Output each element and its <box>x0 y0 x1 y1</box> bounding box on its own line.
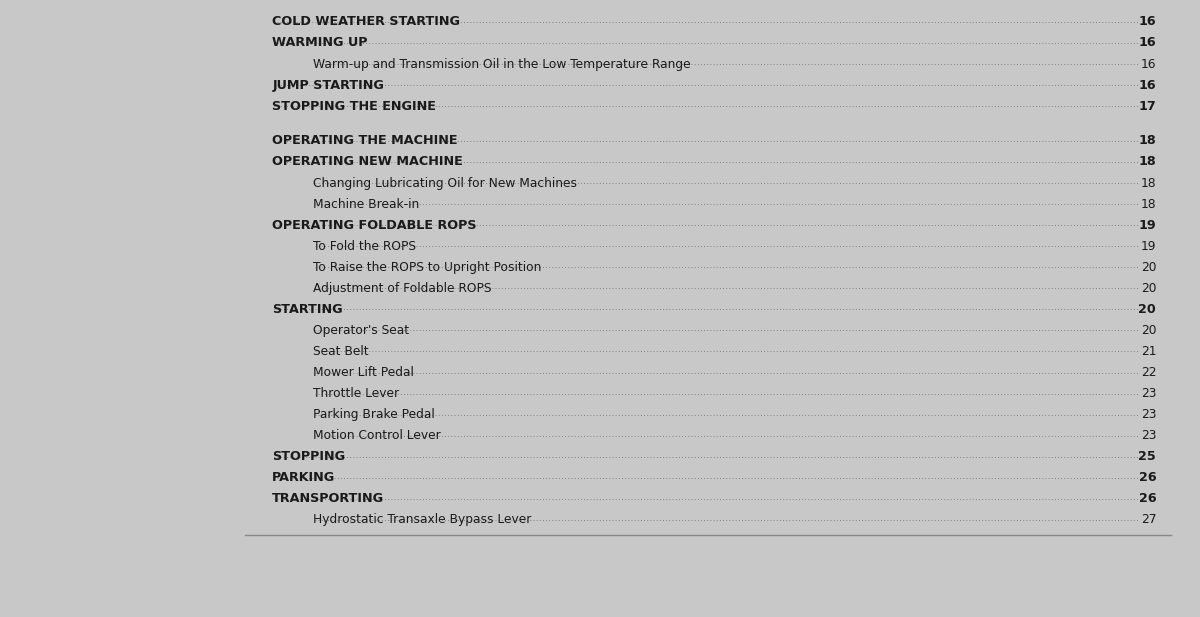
Text: TRANSPORTING: TRANSPORTING <box>272 492 384 505</box>
Text: COLD WEATHER STARTING: COLD WEATHER STARTING <box>272 15 461 28</box>
Text: Parking Brake Pedal: Parking Brake Pedal <box>313 408 436 421</box>
Text: 20: 20 <box>1139 303 1156 316</box>
Text: 23: 23 <box>1141 408 1156 421</box>
Text: 25: 25 <box>1139 450 1156 463</box>
Text: OPERATING THE MACHINE: OPERATING THE MACHINE <box>272 135 458 147</box>
Text: 27: 27 <box>1141 513 1156 526</box>
Text: OPERATING FOLDABLE ROPS: OPERATING FOLDABLE ROPS <box>272 218 476 231</box>
Text: 18: 18 <box>1139 135 1156 147</box>
Text: 16: 16 <box>1139 36 1156 49</box>
Text: 26: 26 <box>1139 471 1156 484</box>
Text: 20: 20 <box>1141 261 1156 274</box>
Text: 26: 26 <box>1139 492 1156 505</box>
Text: Operator's Seat: Operator's Seat <box>313 324 409 337</box>
Text: 20: 20 <box>1141 282 1156 295</box>
Text: 20: 20 <box>1141 324 1156 337</box>
Text: 16: 16 <box>1139 15 1156 28</box>
Text: 16: 16 <box>1141 57 1156 70</box>
Text: Throttle Lever: Throttle Lever <box>313 387 400 400</box>
Text: STOPPING THE ENGINE: STOPPING THE ENGINE <box>272 100 437 113</box>
Text: 21: 21 <box>1141 345 1156 358</box>
Text: 23: 23 <box>1141 429 1156 442</box>
Text: 23: 23 <box>1141 387 1156 400</box>
Text: 18: 18 <box>1140 176 1156 189</box>
Text: STOPPING: STOPPING <box>272 450 346 463</box>
Text: Adjustment of Foldable ROPS: Adjustment of Foldable ROPS <box>313 282 492 295</box>
Text: Changing Lubricating Oil for New Machines: Changing Lubricating Oil for New Machine… <box>313 176 577 189</box>
Text: 18: 18 <box>1140 197 1156 210</box>
Text: Machine Break-in: Machine Break-in <box>313 197 420 210</box>
Text: Warm-up and Transmission Oil in the Low Temperature Range: Warm-up and Transmission Oil in the Low … <box>313 57 691 70</box>
Text: 19: 19 <box>1139 218 1156 231</box>
Text: STARTING: STARTING <box>272 303 343 316</box>
Text: To Fold the ROPS: To Fold the ROPS <box>313 239 416 253</box>
Text: WARMING UP: WARMING UP <box>272 36 368 49</box>
Text: 18: 18 <box>1139 155 1156 168</box>
Text: Mower Lift Pedal: Mower Lift Pedal <box>313 366 414 379</box>
Text: Seat Belt: Seat Belt <box>313 345 368 358</box>
Text: 17: 17 <box>1139 100 1156 113</box>
Text: To Raise the ROPS to Upright Position: To Raise the ROPS to Upright Position <box>313 261 541 274</box>
Text: 19: 19 <box>1141 239 1156 253</box>
Text: PARKING: PARKING <box>272 471 336 484</box>
Text: 22: 22 <box>1141 366 1156 379</box>
Text: Hydrostatic Transaxle Bypass Lever: Hydrostatic Transaxle Bypass Lever <box>313 513 532 526</box>
Text: JUMP STARTING: JUMP STARTING <box>272 78 384 91</box>
Text: OPERATING NEW MACHINE: OPERATING NEW MACHINE <box>272 155 463 168</box>
Text: 16: 16 <box>1139 78 1156 91</box>
Text: Motion Control Lever: Motion Control Lever <box>313 429 442 442</box>
